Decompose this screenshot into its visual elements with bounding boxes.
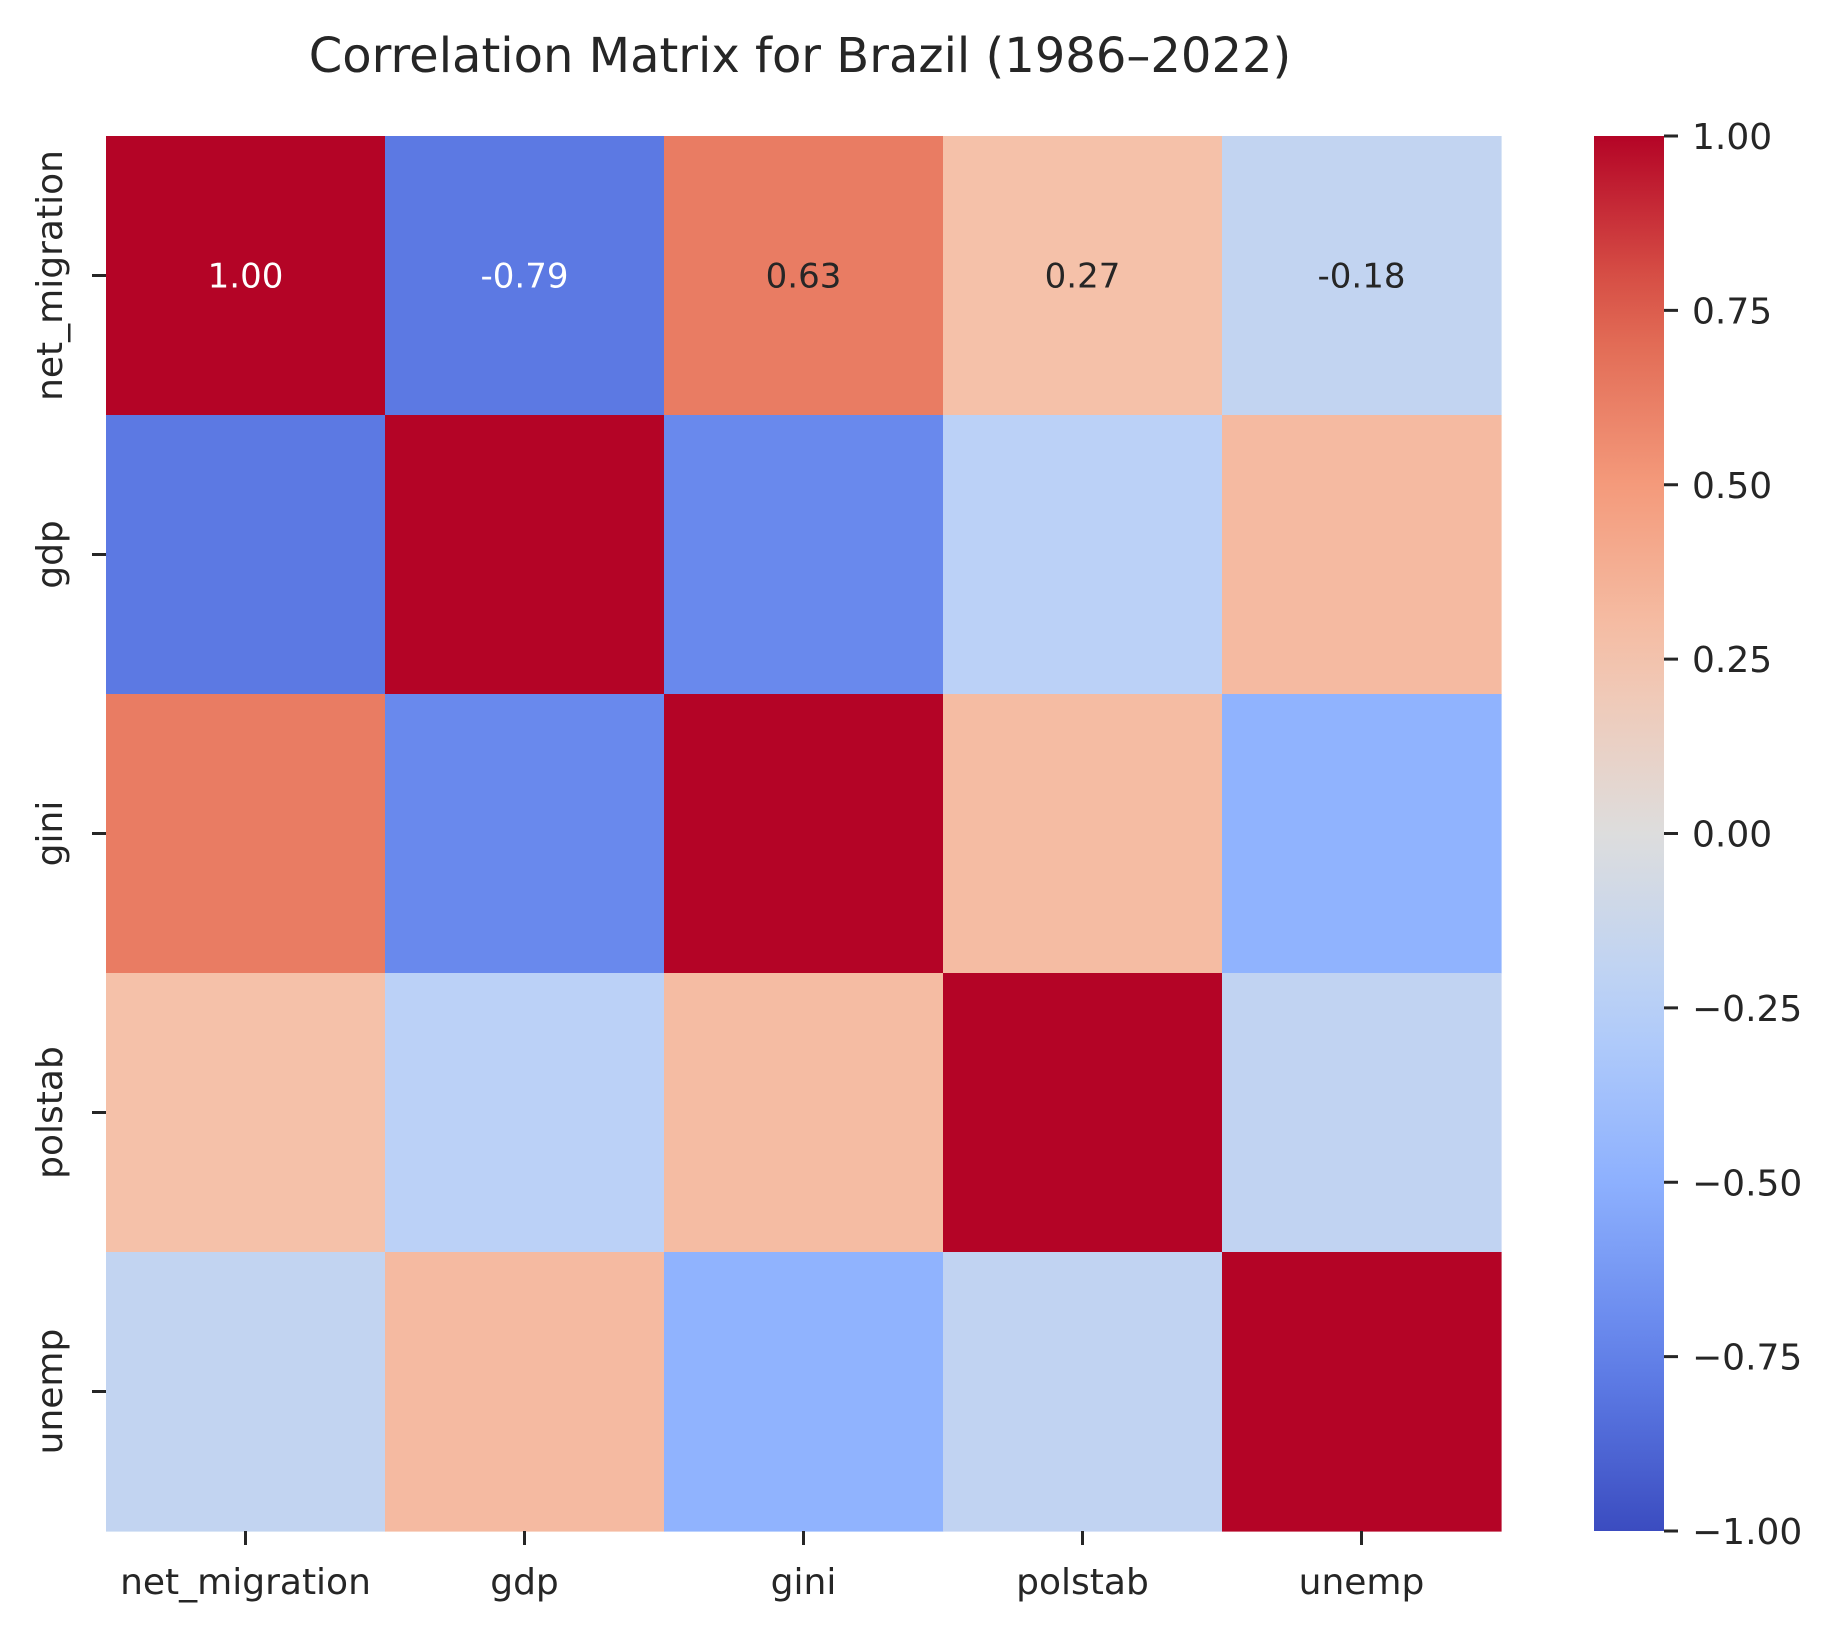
x-tick-label: polstab xyxy=(1016,1562,1149,1603)
cell-annotation: 1.00 xyxy=(208,257,284,297)
x-tick-label: unemp xyxy=(1299,1562,1425,1603)
y-tick-label: gdp xyxy=(30,520,71,589)
colorbar-tick-label: 0.75 xyxy=(1692,291,1772,332)
colorbar-ticks: 1.00 0.75 0.50 0.25 0.00 −0.25 −0.50 −0.75 −1.00 xyxy=(1664,117,1802,1553)
heatmap-cell xyxy=(106,973,386,1253)
cell-annotation: -0.18 xyxy=(1318,257,1406,297)
colorbar-tick-label: −0.75 xyxy=(1692,1338,1802,1379)
heatmap-cell xyxy=(385,1252,665,1532)
heatmap-cell xyxy=(106,694,386,974)
heatmap-cell xyxy=(1222,973,1502,1253)
y-tick-label: polstab xyxy=(30,1046,71,1179)
y-tick-label: gini xyxy=(30,801,71,867)
colorbar-tick-label: −1.00 xyxy=(1692,1512,1802,1553)
heatmap-cell xyxy=(664,694,944,974)
x-tick-label: gini xyxy=(771,1562,837,1603)
heatmap-cell xyxy=(1222,136,1502,416)
colorbar-tick-label: −0.50 xyxy=(1692,1163,1802,1204)
colorbar-tick-label: 0.50 xyxy=(1692,466,1772,507)
cell-annotations: 1.00 -0.79 0.63 0.27 -0.18 xyxy=(208,257,1406,297)
heatmap-cell xyxy=(664,1252,944,1532)
colorbar-tick-label: −0.25 xyxy=(1692,989,1802,1030)
heatmap-cell xyxy=(1222,694,1502,974)
x-axis: net_migration gdp gini polstab unemp xyxy=(120,1531,1424,1603)
heatmap-cells xyxy=(106,136,1502,1532)
chart-title: Correlation Matrix for Brazil (1986–2022… xyxy=(309,28,1292,84)
heatmap-cell xyxy=(943,973,1223,1253)
heatmap-cell xyxy=(385,694,665,974)
heatmap-cell xyxy=(943,1252,1223,1532)
cell-annotation: 0.27 xyxy=(1045,257,1121,297)
heatmap-cell xyxy=(664,136,944,416)
heatmap-cell xyxy=(1222,415,1502,695)
heatmap-cell xyxy=(1222,1252,1502,1532)
y-tick-label: unemp xyxy=(30,1329,71,1455)
heatmap-cell xyxy=(106,136,386,416)
y-tick-label: net_migration xyxy=(30,150,71,401)
colorbar-tick-label: 1.00 xyxy=(1692,117,1772,158)
heatmap-cell xyxy=(943,415,1223,695)
heatmap-cell xyxy=(106,1252,386,1532)
heatmap-cell xyxy=(943,694,1223,974)
cell-annotation: 0.63 xyxy=(766,257,842,297)
x-tick-label: net_migration xyxy=(120,1562,371,1603)
heatmap-cell xyxy=(943,136,1223,416)
heatmap-cell xyxy=(385,415,665,695)
colorbar-bar xyxy=(1594,136,1664,1531)
heatmap-cell xyxy=(385,136,665,416)
x-tick-label: gdp xyxy=(490,1562,559,1603)
cell-annotation: -0.79 xyxy=(481,257,569,297)
colorbar-tick-label: 0.00 xyxy=(1692,815,1772,856)
colorbar-tick-label: 0.25 xyxy=(1692,640,1772,681)
colorbar: 1.00 0.75 0.50 0.25 0.00 −0.25 −0.50 −0.75 −1.00 xyxy=(1594,117,1802,1553)
heatmap-cell xyxy=(385,973,665,1253)
heatmap-cell xyxy=(106,415,386,695)
heatmap-cell xyxy=(664,973,944,1253)
heatmap-cell xyxy=(664,415,944,695)
